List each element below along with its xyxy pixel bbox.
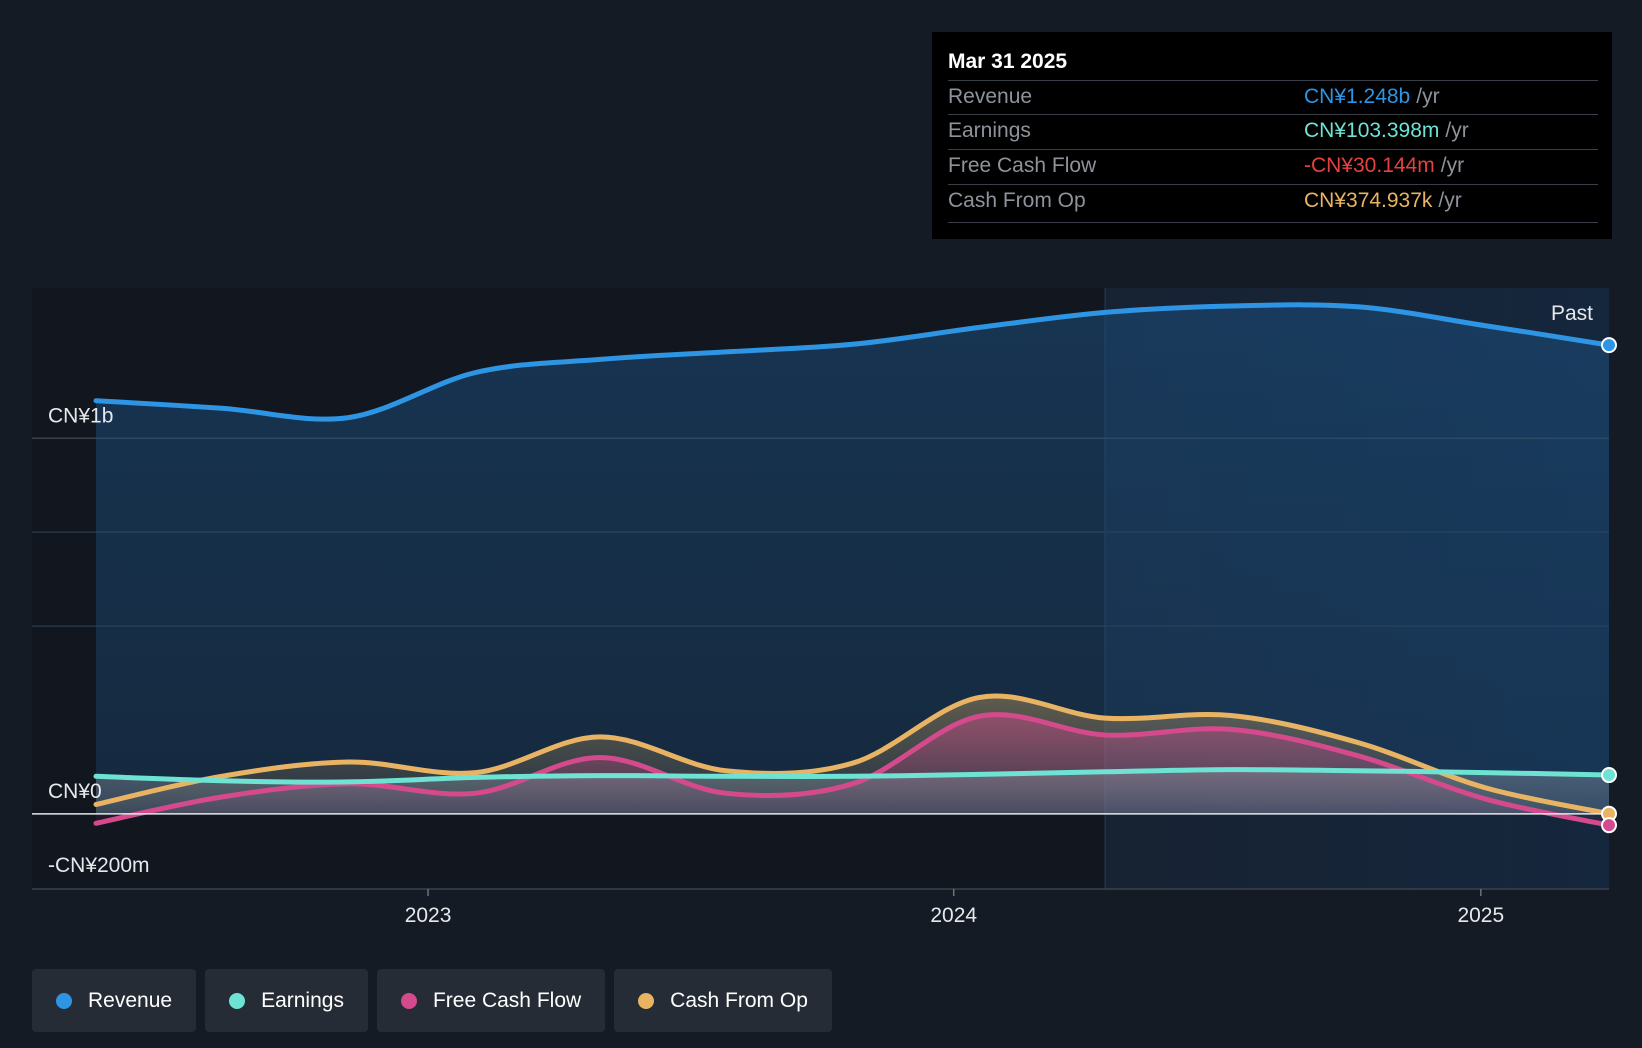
tooltip-label: Cash From Op xyxy=(948,189,1086,212)
tooltip-label: Revenue xyxy=(948,85,1033,108)
series-line-cash-from-op xyxy=(93,693,1612,817)
tooltip-row-revenue: Revenue CN¥1.248b/yr xyxy=(948,80,1598,114)
y-tick-label: -CN¥200m xyxy=(48,854,150,877)
free-cash-flow-dot-icon xyxy=(400,992,417,1009)
y-tick-label: CN¥1b xyxy=(48,404,113,427)
series-line-earnings xyxy=(93,767,1612,785)
legend-label: Earnings xyxy=(261,988,344,1012)
end-dot-earnings xyxy=(1601,767,1617,784)
area-earnings xyxy=(96,769,1609,814)
series-line-revenue xyxy=(93,302,1612,422)
tooltip-label: Earnings xyxy=(948,119,1031,142)
tooltip-value: -CN¥30.144m/yr xyxy=(1304,154,1465,177)
earnings-dot-icon xyxy=(229,992,246,1009)
legend-item-cash-from-op[interactable]: Cash From Op xyxy=(614,969,832,1032)
legend-item-free-cash-flow[interactable]: Free Cash Flow xyxy=(376,969,606,1032)
revenue-dot-icon xyxy=(56,992,72,1009)
legend-item-earnings[interactable]: Earnings xyxy=(205,969,368,1032)
tooltip-divider xyxy=(948,222,1598,223)
x-tick-label: 2025 xyxy=(1457,904,1504,927)
y-tick-label: CN¥0 xyxy=(48,780,102,803)
end-dot-free-cash-flow xyxy=(1601,817,1617,834)
area-revenue xyxy=(96,304,1609,814)
legend: Revenue Earnings Free Cash Flow Cash Fro… xyxy=(32,969,832,1032)
end-dot-revenue xyxy=(1601,337,1617,354)
legend-label: Free Cash Flow xyxy=(432,988,582,1012)
legend-item-revenue[interactable]: Revenue xyxy=(32,969,197,1032)
tooltip-row-earnings: Earnings CN¥103.398m/yr xyxy=(948,114,1598,148)
tooltip-row-cash-from-op: Cash From Op CN¥374.937k/yr xyxy=(948,184,1598,218)
legend-label: Cash From Op xyxy=(670,988,808,1012)
tooltip-date: Mar 31 2025 xyxy=(948,50,1068,73)
x-tick-label: 2024 xyxy=(930,904,977,927)
x-tick-label: 2023 xyxy=(405,904,452,927)
tooltip: Mar 31 2025 Revenue CN¥1.248b/yr Earning… xyxy=(932,32,1612,239)
tooltip-label: Free Cash Flow xyxy=(948,154,1097,177)
past-label: Past xyxy=(1551,302,1593,325)
tooltip-value: CN¥374.937k/yr xyxy=(1304,189,1462,212)
cash-from-op-dot-icon xyxy=(638,992,655,1009)
tooltip-value: CN¥103.398m/yr xyxy=(1304,119,1469,142)
legend-label: Revenue xyxy=(88,988,173,1012)
tooltip-row-free-cash-flow: Free Cash Flow -CN¥30.144m/yr xyxy=(948,149,1598,183)
tooltip-value: CN¥1.248b/yr xyxy=(1304,85,1440,108)
